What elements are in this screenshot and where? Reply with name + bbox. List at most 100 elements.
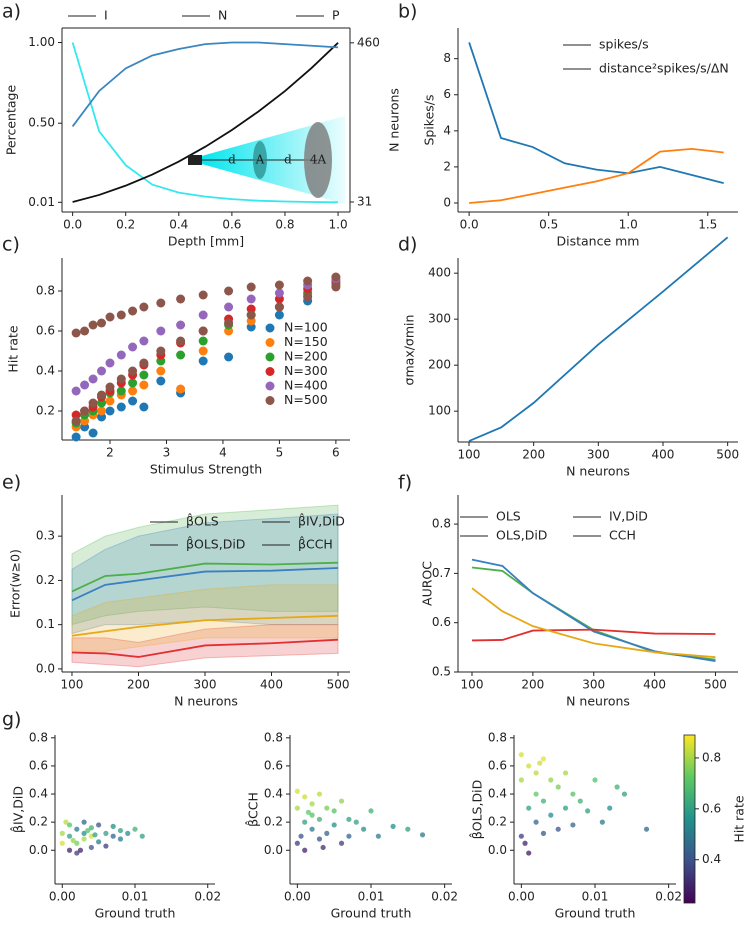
scatter-point bbox=[80, 380, 90, 390]
scatter-point bbox=[117, 836, 124, 842]
scatter-point bbox=[246, 282, 256, 292]
scatter-point bbox=[548, 812, 554, 818]
scatter-point bbox=[562, 770, 569, 776]
scatter-point bbox=[117, 827, 124, 834]
y-tick-label: 0.0 bbox=[36, 661, 55, 675]
scatter-point bbox=[555, 784, 561, 790]
legend-label: N bbox=[218, 8, 227, 23]
x-tick-label: 200 bbox=[522, 448, 545, 462]
scatter-point bbox=[81, 819, 87, 825]
scatter-point bbox=[97, 366, 107, 376]
panel-label: e) bbox=[2, 472, 21, 494]
y-axis-label: Error(w≥0) bbox=[8, 549, 23, 618]
scatter-point bbox=[63, 819, 69, 825]
scatter-point bbox=[81, 830, 87, 836]
error-band bbox=[71, 584, 339, 652]
scatter-point bbox=[71, 386, 81, 396]
scatter-point bbox=[346, 833, 352, 839]
legend-label: I bbox=[104, 8, 108, 23]
x-tick-label: 400 bbox=[643, 678, 666, 692]
x-tick-label: 300 bbox=[582, 678, 605, 692]
scatter-point bbox=[331, 282, 341, 292]
scatter-point bbox=[320, 844, 326, 851]
scatter-point bbox=[88, 320, 98, 330]
scatter-point bbox=[97, 390, 107, 400]
x-tick-label: 0.4 bbox=[169, 218, 188, 232]
scatter-point bbox=[105, 312, 115, 322]
error-band bbox=[71, 504, 339, 626]
scatter-point bbox=[309, 801, 315, 807]
x-tick-label: 100 bbox=[61, 678, 84, 692]
scatter-point bbox=[368, 808, 374, 814]
legend-label: IV,DiD bbox=[609, 509, 648, 524]
x-axis-label: Ground truth bbox=[95, 906, 176, 921]
x-tick-label: 0.8 bbox=[275, 218, 294, 232]
scatter-point bbox=[274, 280, 284, 290]
scatter-point bbox=[66, 822, 73, 828]
scatter-point bbox=[125, 830, 131, 836]
x-tick-label: 100 bbox=[461, 678, 484, 692]
y-tick-label: 8 bbox=[443, 51, 451, 65]
y-tick-label: 0.4 bbox=[488, 787, 507, 801]
y-tick-label: 0.2 bbox=[29, 815, 48, 829]
scatter-point bbox=[156, 366, 166, 376]
series-line bbox=[468, 236, 729, 442]
series-line bbox=[71, 561, 339, 593]
x-tick-label: 200 bbox=[521, 678, 544, 692]
x-tick-label: 5 bbox=[276, 446, 284, 460]
scatter-point bbox=[643, 826, 650, 832]
panel-label: b) bbox=[398, 1, 417, 23]
x-tick-label: 500 bbox=[704, 678, 727, 692]
scatter-point bbox=[59, 840, 65, 846]
legend-label: N=300 bbox=[284, 363, 328, 378]
scatter-point bbox=[128, 306, 138, 316]
x-tick-label: 1.0 bbox=[619, 218, 638, 232]
y-tick-label: 0.8 bbox=[432, 517, 451, 531]
colorbar-tick-label: 0.6 bbox=[702, 801, 721, 815]
scatter-point bbox=[331, 822, 337, 828]
scatter-point bbox=[139, 358, 149, 368]
scatter-point bbox=[139, 302, 149, 312]
scatter-point bbox=[518, 752, 524, 758]
x-tick-label: 1.5 bbox=[698, 218, 717, 232]
y-tick-label: 0.2 bbox=[36, 573, 55, 587]
y-tick-label: 6 bbox=[443, 87, 451, 101]
y-tick-label: 0.5 bbox=[432, 665, 451, 679]
scatter-point bbox=[585, 808, 591, 814]
scatter-point bbox=[105, 396, 115, 406]
series-line bbox=[71, 614, 339, 637]
colorbar-tick-label: 0.4 bbox=[702, 852, 721, 866]
x-tick-label: 200 bbox=[127, 678, 150, 692]
series-line bbox=[469, 147, 724, 204]
series-line bbox=[468, 42, 724, 185]
x-tick-label: 6 bbox=[332, 446, 340, 460]
scatter-point bbox=[592, 777, 598, 783]
inset-label: 4A bbox=[310, 153, 327, 167]
legend-label: spikes/s bbox=[599, 37, 649, 52]
y-tick-label: 0.8 bbox=[264, 730, 283, 744]
y-axis-label: Spikes/s bbox=[422, 94, 437, 145]
legend-label: P bbox=[332, 8, 340, 23]
scatter-point bbox=[198, 336, 208, 346]
scatter-point bbox=[303, 292, 313, 302]
scatter-point bbox=[176, 336, 186, 346]
scatter-point bbox=[518, 777, 524, 783]
scatter-point bbox=[110, 823, 116, 829]
scatter-point bbox=[316, 816, 323, 822]
y-tick-label: 0.6 bbox=[36, 324, 55, 338]
scatter-point bbox=[71, 432, 81, 442]
x-tick-label: 0.5 bbox=[539, 218, 558, 232]
scatter-point bbox=[533, 791, 539, 797]
scatter-point bbox=[128, 378, 138, 388]
scatter-point bbox=[74, 850, 80, 856]
scatter-point bbox=[88, 844, 94, 851]
panel-label: a) bbox=[2, 1, 21, 23]
y-tick-label: 0.2 bbox=[264, 815, 283, 829]
inset-source bbox=[188, 155, 202, 165]
legend-label: β̂CCH bbox=[298, 535, 333, 551]
scatter-point bbox=[74, 840, 80, 846]
scatter-point bbox=[562, 805, 569, 811]
scatter-point bbox=[274, 310, 284, 320]
scatter-point bbox=[419, 832, 426, 838]
scatter-point bbox=[526, 763, 532, 769]
